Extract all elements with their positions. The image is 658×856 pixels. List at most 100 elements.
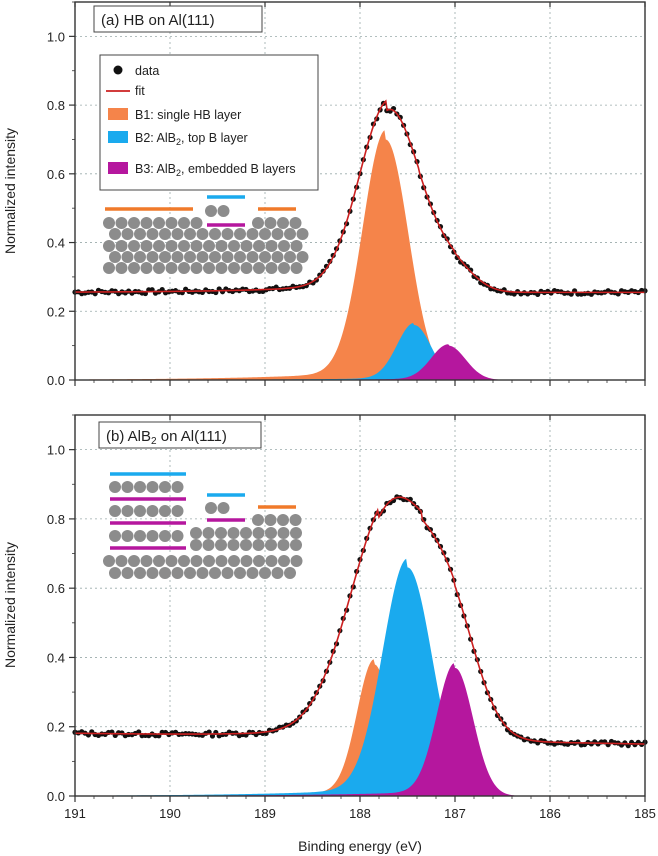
al-atom <box>140 240 153 252</box>
al-atom <box>178 555 190 567</box>
panel-b-title-pre: (b) AlB <box>106 428 151 445</box>
al-atom <box>128 262 140 274</box>
al-atom <box>278 555 290 567</box>
panel-b-schematic <box>103 472 303 579</box>
al-atom <box>128 555 140 567</box>
y-tick-label: 0.8 <box>47 512 65 527</box>
legend-label-b2-pre: B2: AlB <box>135 131 176 145</box>
al-atom <box>217 502 230 514</box>
legend-swatch-b2 <box>108 131 128 143</box>
al-atom <box>221 251 234 263</box>
panel-b-title-sub: 2 <box>151 436 157 447</box>
al-atom <box>252 539 265 551</box>
x-tick-label: 187 <box>444 806 466 821</box>
al-atom <box>140 217 153 229</box>
al-atom <box>265 240 278 252</box>
al-atom <box>159 567 171 579</box>
al-atom <box>252 217 264 229</box>
legend-label-data: data <box>135 64 159 78</box>
x-tick-label: 189 <box>254 806 276 821</box>
y-tick-label: 0.0 <box>47 373 65 388</box>
al-atom <box>109 228 121 240</box>
y-tick-label: 0.2 <box>47 304 65 319</box>
legend-marker-data <box>113 65 123 75</box>
al-atom <box>215 262 228 274</box>
al-atom <box>190 527 202 539</box>
al-atom <box>134 567 146 579</box>
al-atom <box>278 262 290 274</box>
al-atom <box>240 527 252 539</box>
al-atom <box>109 481 121 493</box>
legend-item-data: data <box>113 64 159 78</box>
legend-label-b1: B1: single HB layer <box>135 108 241 122</box>
al-atom <box>146 505 159 517</box>
al-atom <box>171 251 184 263</box>
al-atom <box>159 505 171 517</box>
panel-a-schematic <box>103 195 309 274</box>
al-atom <box>228 240 240 252</box>
component-b1 <box>75 130 645 380</box>
al-atom <box>290 527 302 539</box>
al-atom <box>103 217 115 229</box>
al-atom <box>134 505 146 517</box>
al-atom <box>277 527 290 539</box>
al-atom <box>215 240 228 252</box>
al-atom <box>217 205 230 217</box>
al-atom <box>115 217 128 229</box>
al-atom <box>146 530 159 542</box>
al-atom <box>221 228 234 240</box>
al-atom <box>264 514 277 526</box>
al-atom <box>190 262 203 274</box>
panel-b-y-tick-labels: 0.0 0.2 0.4 0.6 0.8 1.0 <box>47 443 65 804</box>
al-atom <box>203 262 215 274</box>
al-atom <box>205 205 217 217</box>
y-tick-label: 1.0 <box>47 29 65 44</box>
al-atom <box>184 567 196 579</box>
y-tick-label: 0.4 <box>47 236 65 251</box>
legend-item-b1: B1: single HB layer <box>108 108 241 122</box>
panel-b-fit-line <box>74 496 646 745</box>
al-atom <box>284 567 296 579</box>
al-atom <box>271 567 284 579</box>
y-tick-label: 0.8 <box>47 98 65 113</box>
al-atom <box>134 481 146 493</box>
panel-a: 0.0 0.2 0.4 0.6 0.8 1.0 (a) HB on Al(111) Nor… <box>2 1 648 388</box>
al-atom <box>284 228 296 240</box>
al-atom <box>121 481 134 493</box>
al-atom <box>227 539 240 551</box>
al-atom <box>184 251 196 263</box>
al-atom <box>234 567 246 579</box>
al-atom <box>277 217 289 229</box>
al-atom <box>121 251 134 263</box>
al-atom <box>178 240 190 252</box>
al-atom <box>240 539 252 551</box>
legend-label-b2-post: , top B layer <box>181 131 248 145</box>
al-atom <box>284 251 296 263</box>
al-atom <box>165 555 178 567</box>
al-atom <box>196 567 209 579</box>
al-atom <box>221 567 234 579</box>
al-atom <box>146 481 159 493</box>
al-atom <box>121 228 134 240</box>
al-atom <box>190 217 203 229</box>
panel-b-components <box>75 558 645 796</box>
panel-b-title: (b) AlB2 on Al(111) <box>106 428 227 447</box>
al-atom <box>246 228 259 240</box>
y-tick-label: 0.6 <box>47 167 65 182</box>
panel-a-components <box>75 130 645 380</box>
al-atom <box>121 567 134 579</box>
al-atom <box>215 527 227 539</box>
al-atom <box>265 527 277 539</box>
legend-label-b3-post: , embedded B layers <box>181 162 296 176</box>
al-atom <box>271 251 284 263</box>
x-tick-label: 188 <box>349 806 371 821</box>
al-atom <box>134 530 146 542</box>
panel-b-ticks <box>69 414 646 802</box>
al-atom <box>259 228 271 240</box>
al-atom <box>203 555 215 567</box>
al-atom <box>215 555 228 567</box>
al-atom <box>165 217 178 229</box>
al-atom <box>153 240 165 252</box>
al-atom <box>259 251 271 263</box>
